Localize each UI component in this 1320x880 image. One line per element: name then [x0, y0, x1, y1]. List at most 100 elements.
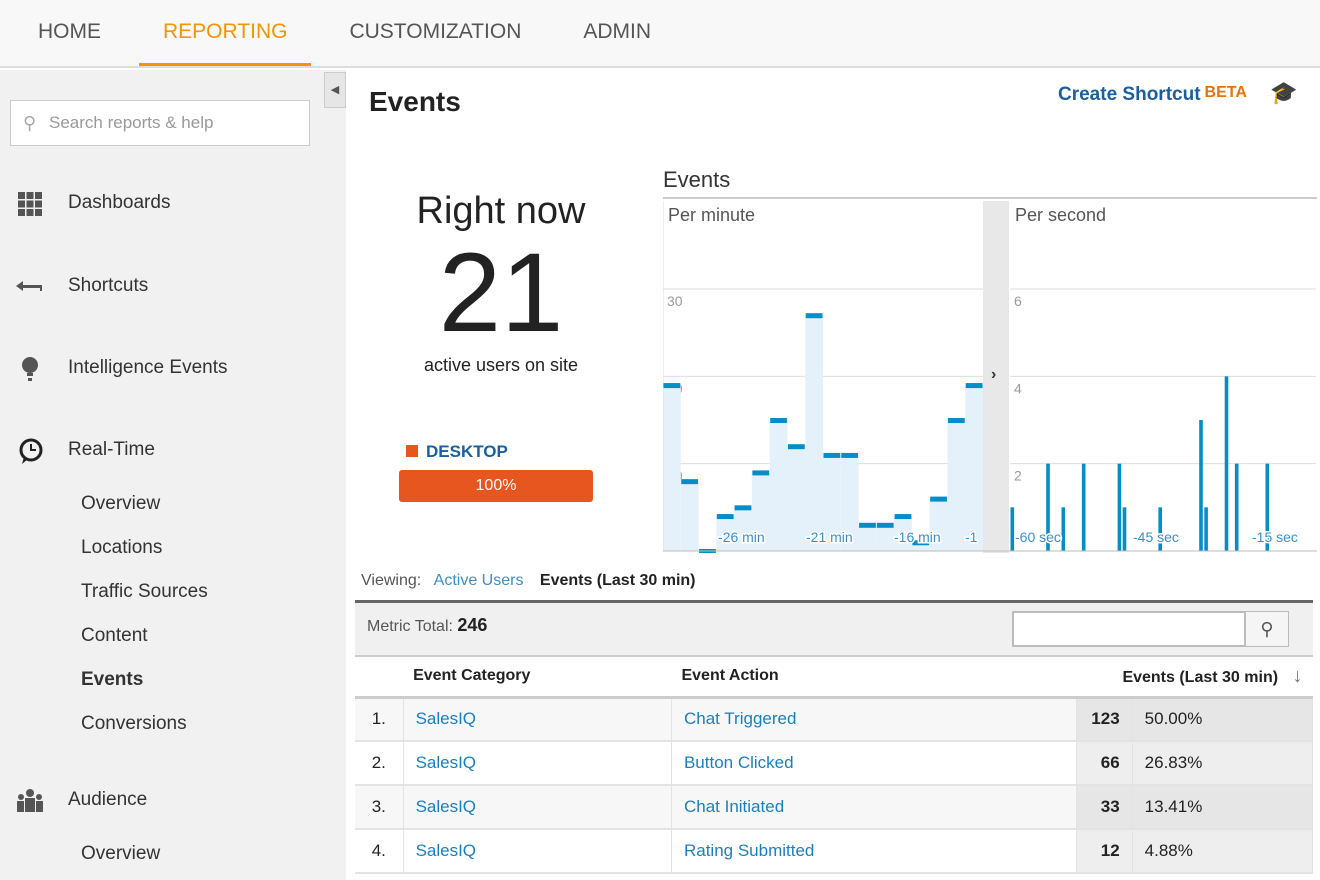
bar-fill [716, 516, 735, 551]
search-placeholder: Search reports & help [49, 113, 214, 132]
bar[interactable] [912, 540, 930, 546]
event-action-link[interactable]: Chat Initiated [671, 785, 1077, 830]
active-users-link[interactable]: Active Users [433, 572, 524, 589]
tab-home[interactable]: HOME [38, 20, 101, 43]
bar[interactable] [787, 444, 805, 450]
sidebar-subitem-locations[interactable]: Locations [81, 537, 163, 558]
event-action-link[interactable]: Rating Submitted [671, 829, 1077, 874]
bar[interactable] [1061, 507, 1066, 551]
events-table: Metric Total: 246 ⚲ Event Category Event… [355, 600, 1314, 880]
bar[interactable] [805, 313, 823, 319]
collapse-sidebar-button[interactable]: ◀ [324, 72, 346, 108]
active-users-label: active users on site [423, 355, 579, 375]
events-percent: 13.41% [1132, 785, 1314, 830]
chart-splitter[interactable] [983, 201, 1009, 553]
event-category-link[interactable]: SalesIQ [403, 785, 672, 830]
event-action-link[interactable]: Chat Triggered [671, 697, 1077, 742]
bar-fill [858, 524, 877, 551]
header-event-action[interactable]: Event Action [671, 657, 1077, 699]
chart-divider [663, 197, 1317, 199]
bar[interactable] [965, 383, 983, 389]
table-row: 2. SalesIQ Button Clicked 66 26.83% [355, 741, 1314, 786]
desktop-percent-bar: 100% [399, 470, 593, 502]
events-percent: 26.83% [1132, 741, 1314, 786]
event-category-link[interactable]: SalesIQ [403, 829, 672, 874]
bar[interactable] [734, 505, 752, 511]
bar[interactable] [1158, 507, 1162, 551]
sidebar-item-label: Intelligence Events [68, 357, 228, 378]
chart-subtitle: Per minute [668, 205, 755, 225]
table-search-input[interactable] [1012, 611, 1246, 647]
right-now-panel: Right now 21 active users on site [386, 190, 616, 376]
table-search-button[interactable]: ⚲ [1245, 611, 1289, 647]
search-icon: ⚲ [23, 113, 37, 133]
bar[interactable] [1010, 507, 1015, 551]
expand-chevron-icon[interactable]: › [991, 366, 996, 383]
table-row: 4. SalesIQ Rating Submitted 12 4.88% [355, 829, 1314, 874]
bar[interactable] [716, 514, 734, 520]
header-events[interactable]: Events (Last 30 min) ↓ [1076, 657, 1313, 699]
bar[interactable] [1234, 463, 1239, 551]
main-content: Events Create Shortcut BETA 🎓 Right now 2… [346, 70, 1320, 880]
sidebar-subitem-conversions[interactable]: Conversions [81, 713, 187, 734]
bar[interactable] [1046, 463, 1050, 551]
tab-admin[interactable]: ADMIN [583, 20, 652, 43]
bar[interactable] [823, 452, 841, 458]
bar[interactable] [1081, 463, 1086, 551]
x-tick-label: -60 sec [1015, 529, 1061, 545]
sidebar-subitem-audience-overview[interactable]: Overview [81, 843, 161, 864]
bar[interactable] [1224, 376, 1229, 551]
event-category-link[interactable]: SalesIQ [403, 697, 672, 742]
table-row: 1. SalesIQ Chat Triggered 123 50.00% [355, 697, 1314, 742]
events-count: 123 [1076, 697, 1133, 742]
tab-reporting[interactable]: REPORTING [139, 0, 312, 66]
graduation-cap-icon[interactable]: 🎓 [1270, 80, 1298, 105]
x-tick-label: -26 min [718, 529, 765, 545]
bar-fill [787, 446, 806, 551]
bar[interactable] [930, 496, 947, 502]
bar[interactable] [1199, 420, 1203, 551]
x-tick-label: -16 min [894, 529, 941, 545]
sidebar-subitem-traffic-sources[interactable]: Traffic Sources [81, 581, 208, 602]
event-action-link[interactable]: Button Clicked [671, 741, 1077, 786]
grid-icon [18, 192, 42, 216]
search-input[interactable]: ⚲ Search reports & help [10, 100, 310, 146]
bar[interactable] [894, 514, 912, 520]
create-shortcut-link[interactable]: Create Shortcut BETA [1058, 84, 1247, 106]
bar[interactable] [681, 479, 699, 485]
beta-badge: BETA [1204, 84, 1247, 101]
metric-total-value: 246 [457, 615, 488, 635]
active-users-count: 21 [438, 230, 564, 355]
bar[interactable] [947, 418, 965, 423]
bar[interactable] [1117, 463, 1122, 551]
bar[interactable] [859, 522, 876, 528]
sidebar-subitem-content[interactable]: Content [81, 625, 148, 646]
tab-customization[interactable]: CUSTOMIZATION [349, 20, 522, 43]
events-percent: 50.00% [1132, 697, 1314, 742]
lightbulb-icon [22, 357, 38, 381]
bar-fill [680, 481, 699, 551]
bar[interactable] [876, 522, 894, 528]
table-row: 3. SalesIQ Chat Initiated 33 13.41% [355, 785, 1314, 830]
sidebar-subitem-overview[interactable]: Overview [81, 493, 161, 514]
bar[interactable] [752, 470, 770, 476]
bar[interactable] [1204, 507, 1208, 551]
events-charts: Per minute102030-26 min-21 min-16 min-1›… [663, 201, 1317, 553]
metric-total-label: Metric Total: [367, 618, 453, 635]
sidebar-item-label: Audience [68, 789, 148, 810]
sidebar-item-label: Dashboards [68, 192, 171, 213]
sidebar-subitem-events[interactable]: Events [81, 669, 144, 690]
events-tab[interactable]: Events (Last 30 min) [539, 572, 696, 589]
bar-fill [929, 498, 948, 551]
bar[interactable] [841, 452, 859, 458]
event-category-link[interactable]: SalesIQ [403, 741, 672, 786]
bar[interactable] [1122, 507, 1127, 551]
bar-fill [965, 385, 983, 551]
sidebar: ⚲ Search reports & help ◀ Dashboards Sho… [0, 70, 346, 880]
bar[interactable] [663, 383, 681, 389]
table-header: Event Category Event Action Events (Last… [355, 657, 1313, 699]
bar[interactable] [770, 418, 787, 423]
bar[interactable] [1265, 463, 1270, 551]
header-event-category[interactable]: Event Category [403, 657, 672, 699]
events-count: 33 [1076, 785, 1133, 830]
